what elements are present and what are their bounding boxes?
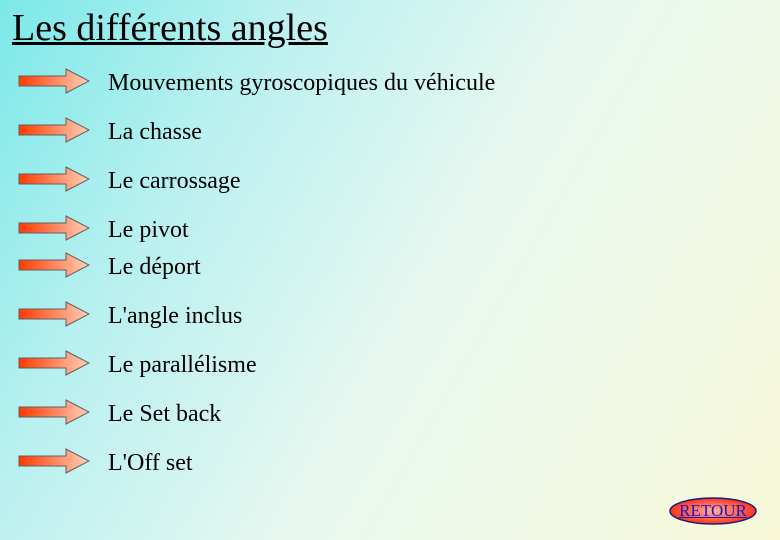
list-item-label: La chasse	[98, 119, 202, 146]
arrow-icon	[18, 448, 98, 479]
arrow-icon	[18, 215, 98, 246]
arrow-icon	[18, 350, 98, 381]
list-item[interactable]: L'angle inclus	[18, 301, 780, 332]
arrow-icon	[18, 117, 98, 148]
retour-button[interactable]: RETOUR	[668, 496, 758, 526]
list-item[interactable]: La chasse	[18, 117, 780, 148]
list-item-label: Le parallélisme	[98, 352, 257, 379]
list-item[interactable]: Le déport	[18, 252, 780, 283]
list-item-label: Le pivot	[98, 217, 189, 244]
list-item-label: Le Set back	[98, 401, 221, 428]
list-item[interactable]: Mouvements gyroscopiques du véhicule	[18, 68, 780, 99]
list-item-label: Le carrossage	[98, 168, 241, 195]
list-item[interactable]: Le carrossage	[18, 166, 780, 197]
list-item[interactable]: Le pivot	[18, 215, 780, 246]
arrow-icon	[18, 301, 98, 332]
list-item-label: L'angle inclus	[98, 303, 242, 330]
list-item-label: Le déport	[98, 254, 201, 281]
list-item[interactable]: L'Off set	[18, 448, 780, 479]
arrow-icon	[18, 399, 98, 430]
list-item-label: Mouvements gyroscopiques du véhicule	[98, 70, 495, 97]
retour-label: RETOUR	[679, 501, 747, 521]
list-item[interactable]: Le Set back	[18, 399, 780, 430]
topic-list: Mouvements gyroscopiques du véhicule La …	[0, 50, 780, 479]
arrow-icon	[18, 68, 98, 99]
list-item[interactable]: Le parallélisme	[18, 350, 780, 381]
page-title: Les différents angles	[0, 0, 780, 50]
arrow-icon	[18, 252, 98, 283]
arrow-icon	[18, 166, 98, 197]
list-item-label: L'Off set	[98, 450, 193, 477]
